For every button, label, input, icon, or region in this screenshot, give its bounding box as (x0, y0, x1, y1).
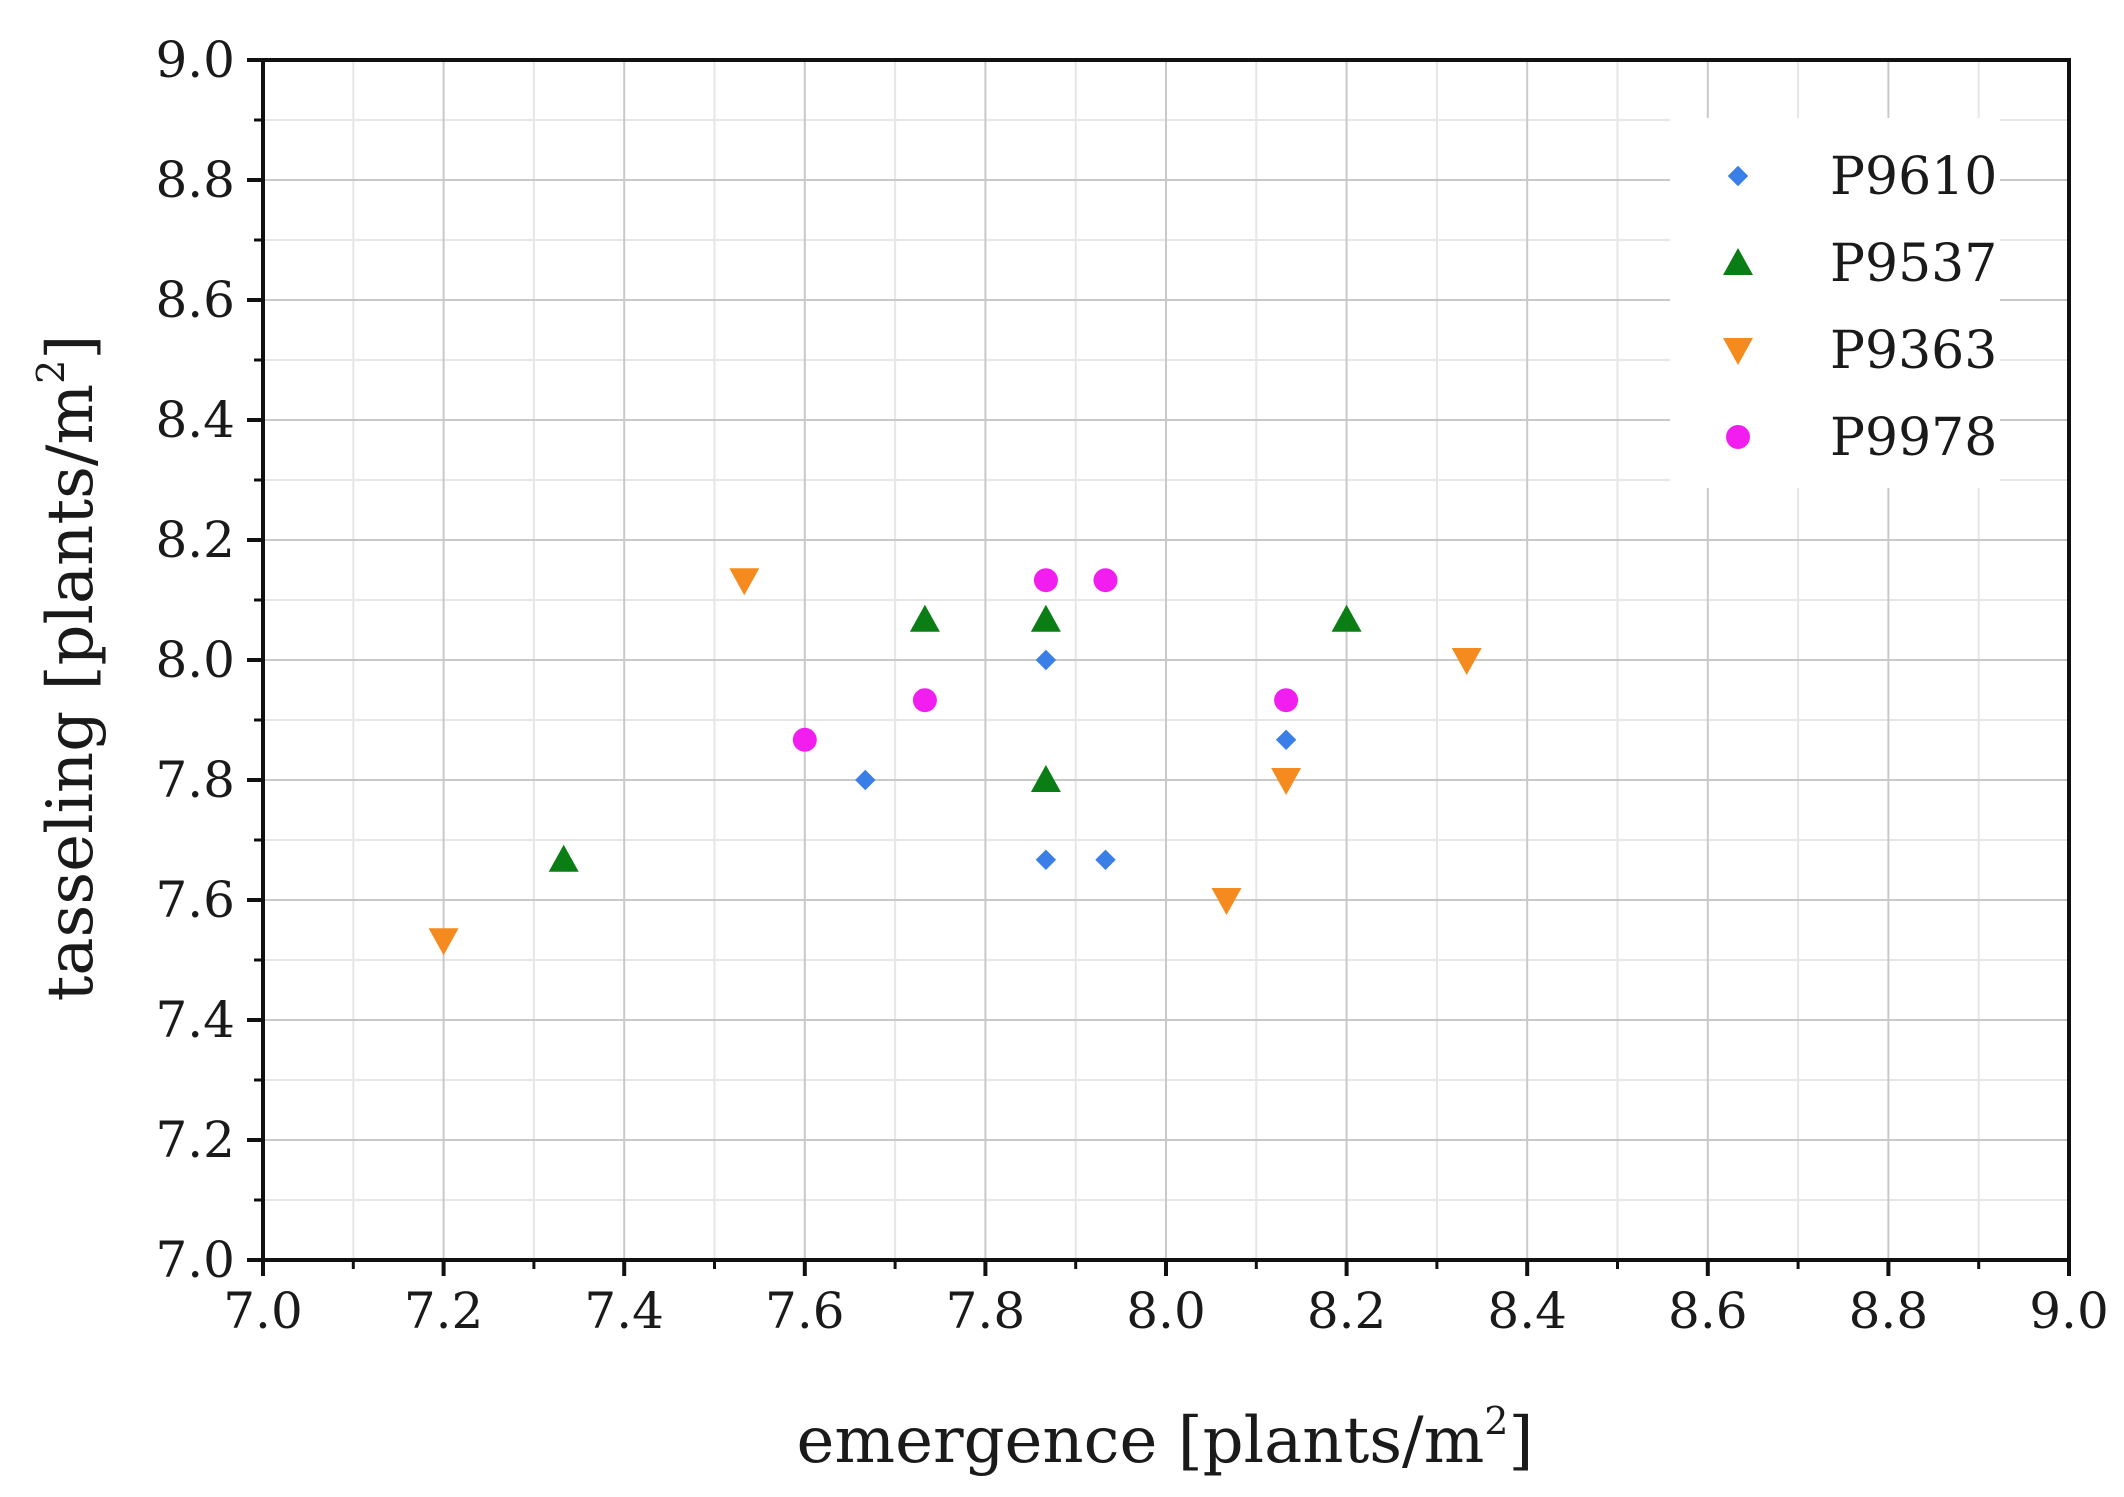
data-points (428, 568, 1482, 956)
legend-label-p9537: P9537 (1830, 234, 1997, 294)
legend-marker-p9610 (1727, 165, 1749, 187)
data-point-p9610 (1095, 849, 1116, 870)
y-tick-label: 8.0 (155, 631, 235, 689)
y-tick-label: 7.8 (155, 751, 235, 809)
y-tick-label: 8.8 (155, 151, 235, 209)
y-tick-label: 7.6 (155, 871, 235, 929)
data-point-p9610 (1275, 729, 1297, 750)
y-tick-label: 7.0 (155, 1231, 235, 1289)
data-point-p9363 (1271, 768, 1302, 795)
y-tick-label: 9.0 (155, 31, 235, 89)
y-axis-ticks: 7.0 7.2 7.4 7.6 7.8 8.0 8.2 8.4 8.6 8.8 9.0 (155, 31, 263, 1289)
x-tick-label: 7.2 (404, 1282, 484, 1340)
x-tick-label: 8.6 (1668, 1282, 1748, 1340)
data-point-p9537 (548, 844, 579, 872)
data-point-p9978 (912, 688, 937, 713)
x-tick-label: 7.6 (765, 1282, 845, 1340)
data-point-p9363 (1211, 888, 1242, 915)
x-axis-label-superscript: 2 (1484, 1399, 1508, 1443)
data-point-p9363 (428, 928, 459, 956)
legend: P9610 P9537 P9363 P9978 (1670, 118, 2000, 488)
major-gridlines (263, 60, 2069, 1260)
x-axis-label-text: emergence [plants/m (797, 1404, 1485, 1478)
legend-label-p9363: P9363 (1830, 321, 1997, 381)
data-point-p9978 (1274, 688, 1299, 713)
y-tick-label: 8.6 (155, 271, 235, 329)
legend-label-p9610: P9610 (1830, 147, 1997, 207)
data-point-p9978 (792, 727, 817, 752)
y-axis-label-text: tasseling [plants/m (34, 384, 108, 1002)
x-axis-label: emergence [plants/m2] (797, 1399, 1534, 1478)
legend-marker-p9978 (1726, 425, 1750, 449)
x-tick-label: 7.4 (584, 1282, 664, 1340)
legend-box (1670, 118, 2000, 488)
x-tick-label: 8.0 (1126, 1282, 1206, 1340)
y-axis-label-tail: ] (34, 335, 108, 360)
data-point-p9610 (1035, 649, 1057, 671)
y-tick-label: 8.2 (155, 511, 235, 569)
data-point-p9610 (855, 769, 876, 791)
y-tick-label: 7.2 (155, 1111, 235, 1169)
data-point-p9610 (1035, 849, 1057, 870)
y-axis-label-superscript: 2 (29, 360, 73, 384)
x-tick-label: 8.2 (1307, 1282, 1387, 1340)
x-axis-label-tail: ] (1508, 1404, 1533, 1478)
data-point-p9978 (1033, 568, 1058, 593)
legend-label-p9978: P9978 (1830, 408, 1997, 468)
x-axis-ticks: 7.0 7.2 7.4 7.6 7.8 8.0 8.2 8.4 8.6 8.8 9.0 (223, 1260, 2109, 1340)
y-tick-label: 8.4 (155, 391, 235, 449)
legend-marker-p9363 (1723, 338, 1753, 365)
data-point-p9978 (1093, 568, 1118, 593)
x-tick-label: 7.0 (223, 1282, 303, 1340)
x-tick-label: 8.8 (1849, 1282, 1929, 1340)
y-axis-label: tasseling [plants/m2] (29, 335, 108, 1002)
data-point-p9537 (1331, 604, 1362, 632)
x-tick-label: 9.0 (2029, 1282, 2109, 1340)
data-point-p9537 (1030, 604, 1061, 632)
x-tick-label: 7.8 (946, 1282, 1026, 1340)
x-tick-label: 8.4 (1487, 1282, 1567, 1340)
y-tick-label: 7.4 (155, 991, 235, 1049)
data-point-p9363 (729, 568, 760, 596)
legend-marker-p9537 (1723, 248, 1753, 275)
data-point-p9537 (909, 604, 940, 632)
data-point-p9363 (1451, 648, 1482, 675)
data-point-p9537 (1030, 765, 1061, 792)
